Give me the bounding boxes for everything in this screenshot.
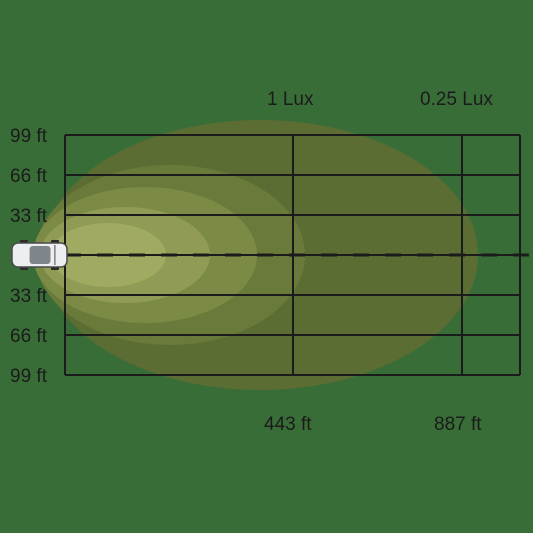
vehicle-icon — [12, 240, 67, 270]
y-axis-label: 66 ft — [10, 166, 48, 187]
lux-label: 0.25 Lux — [420, 89, 493, 110]
y-axis-label: 99 ft — [10, 126, 48, 147]
beam-pattern-diagram: 99 ft 66 ft 33 ft 33 ft 66 ft 99 ft 1 Lux 0.25… — [0, 0, 533, 533]
y-axis-label: 33 ft — [10, 286, 48, 307]
distance-label: 443 ft — [264, 414, 312, 435]
lux-label: 1 Lux — [267, 89, 314, 110]
distance-label: 887 ft — [434, 414, 482, 435]
vehicle-cabin — [30, 246, 51, 264]
y-axis-label: 66 ft — [10, 326, 48, 347]
y-axis-label: 99 ft — [10, 366, 48, 387]
y-axis-label: 33 ft — [10, 206, 48, 227]
